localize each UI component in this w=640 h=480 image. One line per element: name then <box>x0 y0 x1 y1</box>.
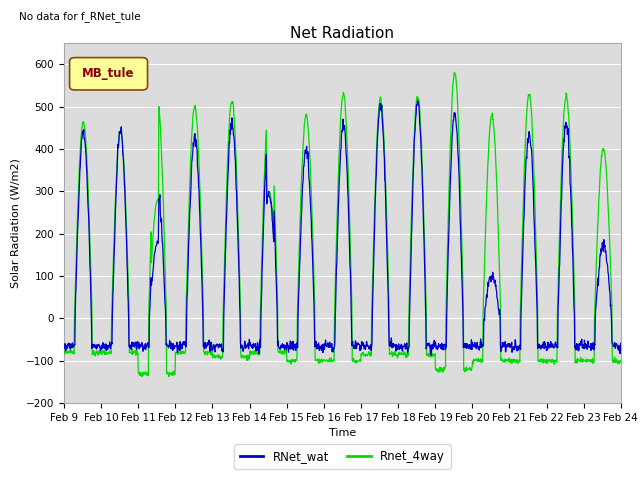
X-axis label: Time: Time <box>329 429 356 438</box>
Title: Net Radiation: Net Radiation <box>291 25 394 41</box>
Text: No data for f_RNet_tule: No data for f_RNet_tule <box>19 11 141 22</box>
Legend: RNet_wat, Rnet_4way: RNet_wat, Rnet_4way <box>234 444 451 469</box>
Y-axis label: Solar Radiation (W/m2): Solar Radiation (W/m2) <box>10 158 20 288</box>
Text: MB_tule: MB_tule <box>83 67 135 80</box>
FancyBboxPatch shape <box>70 58 147 90</box>
